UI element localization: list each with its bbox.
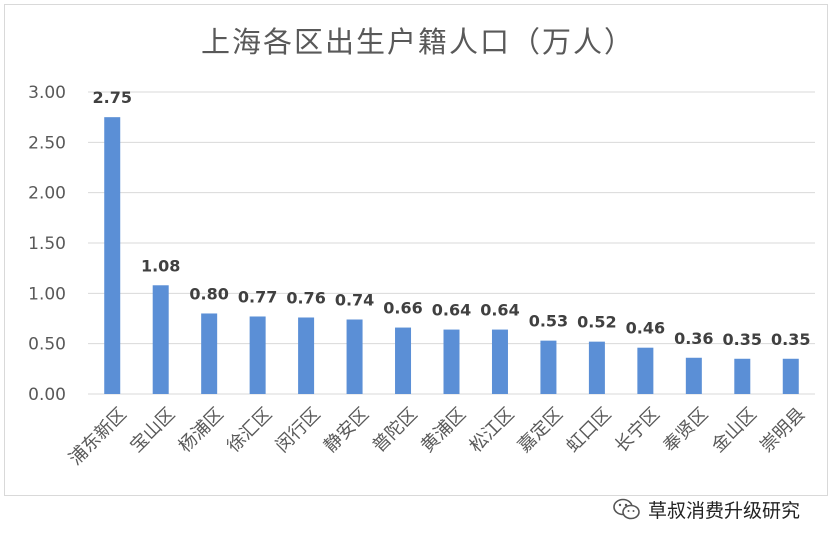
y-tick-label: 2.50: [28, 133, 66, 153]
watermark: 草叔消费升级研究: [612, 496, 800, 522]
data-label: 0.46: [626, 319, 665, 338]
category-label: 虹口区: [562, 404, 615, 457]
wechat-icon: [613, 498, 640, 520]
bar: [685, 357, 702, 394]
data-label: 0.80: [189, 284, 228, 303]
category-label: 嘉定区: [514, 404, 567, 457]
data-labels: 2.75 1.08 0.80 0.77 0.76 0.74 0.66 0.64 0.64 0.53…: [92, 88, 810, 349]
category-label: 闵行区: [272, 404, 325, 457]
category-label: 普陀区: [369, 404, 422, 457]
category-label: 奉贤区: [659, 404, 712, 457]
bar: [588, 341, 605, 394]
data-label: 0.76: [286, 288, 325, 307]
category-label: 松江区: [466, 404, 519, 457]
data-label: 0.52: [577, 313, 616, 332]
bars: [104, 117, 799, 395]
category-label: 宝山区: [126, 404, 179, 457]
bar: [637, 347, 654, 394]
y-axis: 0.00 0.50 1.00 1.50 2.00 2.50 3.00: [28, 83, 66, 405]
bar: [152, 285, 169, 394]
bar: [298, 317, 315, 394]
data-label: 0.64: [432, 301, 471, 320]
bar-chart: 上海各区出生户籍人口（万人） 0.00 0.50 1.00 1.50 2.00 2.50 3…: [28, 25, 815, 470]
bar: [540, 340, 557, 394]
data-label: 1.08: [141, 256, 180, 275]
y-tick-label: 0.00: [28, 385, 66, 405]
y-tick-label: 1.00: [28, 284, 66, 304]
category-label: 崇明县: [756, 404, 809, 457]
category-label: 浦东新区: [65, 404, 131, 470]
data-label: 0.66: [383, 299, 422, 318]
bar: [346, 319, 363, 394]
y-tick-label: 2.00: [28, 184, 66, 204]
watermark-text: 草叔消费升级研究: [648, 499, 801, 522]
bar: [734, 358, 751, 394]
category-label: 长宁区: [611, 404, 664, 457]
bar: [491, 329, 508, 394]
bar: [782, 358, 799, 394]
chart-title: 上海各区出生户籍人口（万人）: [201, 25, 635, 59]
data-label: 0.53: [529, 312, 568, 331]
data-label: 0.74: [335, 291, 374, 310]
y-tick-label: 3.00: [28, 83, 66, 103]
data-label: 0.35: [771, 330, 810, 349]
bar: [395, 327, 412, 394]
category-label: 金山区: [708, 404, 761, 457]
data-label: 0.35: [723, 330, 762, 349]
y-tick-label: 1.50: [28, 234, 66, 254]
bar: [201, 313, 218, 394]
category-label: 静安区: [320, 404, 373, 457]
category-label: 杨浦区: [175, 404, 228, 457]
category-label: 黄浦区: [417, 404, 470, 457]
data-label: 0.77: [238, 287, 277, 306]
bar: [249, 316, 266, 394]
bar: [104, 117, 121, 395]
category-label: 徐汇区: [223, 404, 276, 457]
data-label: 0.64: [480, 301, 519, 320]
data-label: 0.36: [674, 329, 713, 348]
x-axis: 浦东新区宝山区杨浦区徐汇区闵行区静安区普陀区黄浦区松江区嘉定区虹口区长宁区奉贤区…: [65, 404, 809, 470]
bar: [443, 329, 460, 394]
chart-frame: [4, 4, 828, 496]
y-tick-label: 0.50: [28, 335, 66, 355]
data-label: 2.75: [92, 88, 131, 107]
